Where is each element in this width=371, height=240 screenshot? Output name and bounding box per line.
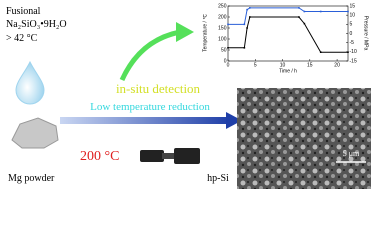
x-tick-label: 0 <box>227 62 230 68</box>
x-tick-label: 15 <box>307 62 313 68</box>
reaction-temperature: 200 °C <box>80 149 119 164</box>
data-point <box>227 47 229 49</box>
data-point <box>347 10 349 13</box>
mg-label: Mg powder <box>8 173 55 184</box>
inset-chart: Time / h Temperature / ℃ Pressure / MPa … <box>202 3 368 74</box>
temperature-condition: > 42 °C <box>6 33 38 44</box>
detection-label: in-situ detection <box>116 81 201 96</box>
data-point <box>246 27 248 29</box>
data-line <box>228 7 348 25</box>
y-axis-title: Temperature / ℃ <box>202 14 208 52</box>
scale-bar-label: 5 μm <box>343 149 360 158</box>
y-tick-label: 200 <box>218 14 227 20</box>
y2-axis-title: Pressure / MPa <box>363 16 369 51</box>
green-arrow <box>119 29 181 82</box>
mg-powder-icon <box>11 117 59 149</box>
data-point <box>298 16 300 18</box>
data-point <box>249 16 251 18</box>
graphical-abstract: Fusional Na₂SiO₃•9H₂O > 42 °C Mg powder … <box>6 3 371 189</box>
fusional-label: Fusional <box>6 6 41 17</box>
droplet-icon <box>15 60 45 105</box>
product-label: hp-Si <box>207 173 229 184</box>
data-line <box>228 16 348 53</box>
main-arrow-head <box>226 112 242 129</box>
data-point <box>319 10 322 13</box>
y-tick-label: 250 <box>218 3 227 9</box>
data-point <box>243 23 246 26</box>
y-tick-label: 50 <box>221 47 227 53</box>
green-arrow-head <box>176 22 194 42</box>
data-point <box>227 23 229 26</box>
y2-tick-label: 15 <box>350 3 356 9</box>
y2-tick-label: -15 <box>350 58 357 64</box>
y-tick-label: 100 <box>218 36 227 42</box>
x-tick-label: 5 <box>254 62 257 68</box>
x-tick-label: 10 <box>280 62 286 68</box>
y2-tick-label: -10 <box>350 49 357 55</box>
y-tick-label: 0 <box>224 58 227 64</box>
data-point <box>319 51 322 53</box>
sem-image <box>237 88 371 189</box>
data-point <box>303 22 306 25</box>
y2-tick-label: 0 <box>350 31 353 37</box>
data-point <box>246 8 248 11</box>
data-point <box>249 7 251 9</box>
formula-label: Na₂SiO₃•9H₂O <box>6 19 67 30</box>
data-point <box>347 51 349 53</box>
main-arrow <box>60 117 230 124</box>
y2-tick-label: 10 <box>350 12 356 18</box>
reactor-icon <box>140 148 200 164</box>
reduction-label: Low temperature reduction <box>90 101 210 113</box>
y2-tick-label: 5 <box>350 22 353 28</box>
y-tick-label: 150 <box>218 25 227 31</box>
x-tick-label: 20 <box>334 62 340 68</box>
data-point <box>298 7 300 9</box>
data-point <box>303 10 306 13</box>
data-point <box>243 47 246 49</box>
y2-tick-label: -5 <box>350 40 355 46</box>
x-axis-title: Time / h <box>279 68 297 74</box>
